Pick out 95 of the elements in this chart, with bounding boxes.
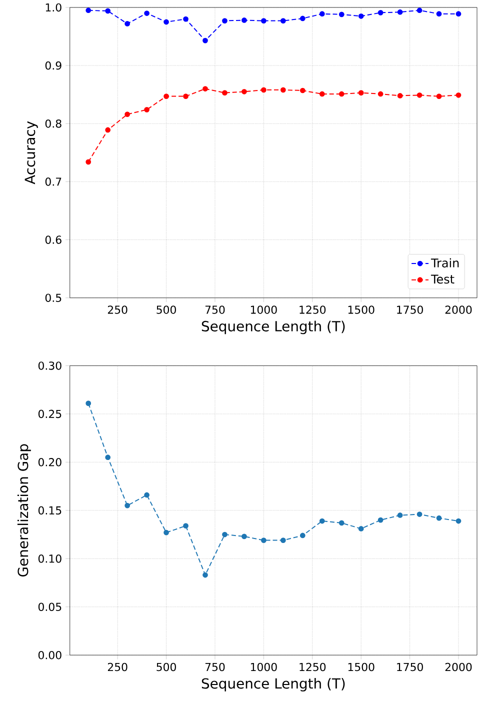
point [358,13,364,19]
point [436,515,442,521]
point [338,91,344,97]
point [397,9,403,15]
x-tick-label: 1500 [348,306,374,314]
x-tick-label: 500 [156,306,176,314]
point [105,454,111,460]
y-axis-title: Generalization Gap [17,444,31,577]
legend-label: Train [430,258,459,268]
point [416,92,422,98]
x-axis-title: Sequence Length (T) [202,320,345,334]
point [378,517,384,523]
point [378,10,384,16]
y-tick-label: 0.00 [38,650,62,660]
point [86,159,92,165]
point [319,91,325,97]
point [144,492,150,498]
y-tick-label: 0.25 [38,410,62,418]
x-tick-label: 1750 [397,662,423,672]
point [183,16,188,22]
x-axis-title: Sequence Length (T) [202,678,345,692]
point [183,94,188,99]
point [261,87,266,93]
x-tick-label: 500 [156,662,176,672]
point [397,512,403,518]
point [358,526,364,532]
point [105,127,111,133]
point [280,538,286,543]
point [183,523,188,529]
point [124,112,130,117]
point [300,88,306,94]
point [242,18,247,23]
point [202,572,208,578]
point [242,88,247,94]
point [378,91,384,97]
point [144,10,150,16]
x-tick-label: 250 [108,662,128,672]
x-tick-label: 250 [108,306,128,314]
point [456,518,462,524]
x-tick-label: 2000 [445,662,472,672]
y-tick-label: 0.10 [38,554,62,563]
point [300,16,306,22]
point [300,532,306,538]
point [222,90,228,96]
point [280,18,286,24]
point [397,93,403,98]
point [261,18,266,24]
y-tick-label: 0.5 [45,294,62,302]
y-tick-label: 0.30 [38,362,62,370]
y-tick-label: 0.20 [38,458,62,466]
point [436,94,442,99]
x-tick-label: 1250 [300,306,326,314]
y-tick-label: 0.05 [38,602,62,611]
y-tick-label: 0.7 [45,178,62,186]
point [416,512,422,517]
point [124,21,130,26]
y-tick-label: 0.8 [45,119,62,128]
y-tick-label: 0.6 [45,236,62,244]
point [124,502,130,508]
point [319,518,325,524]
point [164,19,169,25]
point [86,400,92,406]
point [164,530,169,536]
y-tick-label: 1.0 [46,3,62,12]
point [358,90,364,96]
x-tick-label: 1250 [300,662,326,672]
point [105,8,111,14]
point [456,11,462,17]
y-tick-label: 0.15 [38,506,62,515]
x-tick-label: 2000 [445,306,472,314]
x-tick-label: 1500 [348,662,374,672]
y-tick-label: 0.9 [45,61,62,70]
x-tick-label: 750 [205,306,225,314]
point [280,87,286,93]
point [261,538,266,543]
point [164,94,169,99]
point [144,106,150,112]
point [456,92,462,98]
legend-label: Test [430,274,454,284]
point [338,12,344,18]
x-tick-label: 1000 [250,662,277,672]
point [338,520,344,526]
point [222,18,228,24]
x-tick-label: 1750 [397,306,423,314]
point [242,534,247,540]
point [86,8,92,14]
point [222,532,228,538]
point [202,38,208,44]
point [202,86,208,92]
point [416,8,422,14]
point [436,11,442,17]
x-tick-label: 1000 [250,306,277,314]
point [319,11,325,17]
x-tick-label: 750 [205,662,225,672]
y-axis-title: Accuracy [24,121,38,184]
